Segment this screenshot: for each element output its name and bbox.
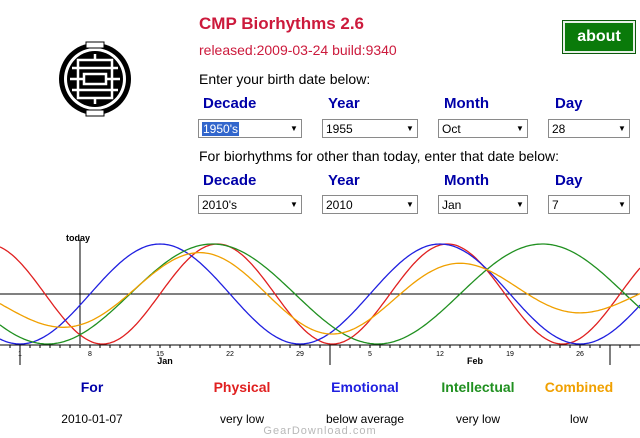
emotional-value: below average: [325, 412, 405, 426]
day-tick-label: 12: [436, 351, 444, 358]
day-tick-label: 29: [296, 351, 304, 358]
chevron-down-icon: ▼: [290, 200, 298, 209]
shou-symbol-icon: [59, 41, 131, 117]
about-button[interactable]: about: [563, 21, 635, 53]
day-tick-label: 26: [576, 351, 584, 358]
chevron-down-icon: ▼: [618, 124, 626, 133]
for-heading: For: [80, 379, 104, 395]
biorhythm-chart: today 18152229512192651219262916233JanFe…: [0, 233, 640, 366]
target-month-select[interactable]: Jan ▼: [438, 195, 528, 214]
birth-decade-label: Decade: [203, 95, 257, 112]
chevron-down-icon: ▼: [516, 200, 524, 209]
chevron-down-icon: ▼: [618, 200, 626, 209]
for-date-value: 2010-01-07: [61, 412, 123, 426]
today-label: today: [66, 233, 90, 243]
combined-heading: Combined: [544, 379, 614, 395]
watermark: GearDownload.com: [263, 425, 377, 437]
month-label: Jan: [157, 356, 173, 366]
intellectual-heading: Intellectual: [441, 379, 515, 395]
intellectual-value: very low: [455, 412, 500, 426]
day-tick-label: 5: [368, 351, 372, 358]
target-month-label: Month: [444, 172, 489, 189]
birth-year-select[interactable]: 1955 ▼: [322, 119, 418, 138]
chevron-down-icon: ▼: [406, 200, 414, 209]
target-prompt: For biorhythms for other than today, ent…: [199, 148, 560, 164]
app-logo: [56, 40, 134, 118]
physical-value: very low: [219, 412, 264, 426]
release-info: released:2009-03-24 build:9340: [199, 42, 397, 58]
emotional-heading: Emotional: [331, 379, 399, 395]
birth-day-label: Day: [555, 95, 583, 112]
series-line-emotional: [0, 243, 640, 345]
birth-decade-select[interactable]: 1950's ▼: [198, 119, 302, 138]
physical-heading: Physical: [213, 379, 271, 395]
combined-value: low: [569, 412, 588, 426]
birth-prompt: Enter your birth date below:: [199, 71, 371, 87]
target-decade-label: Decade: [203, 172, 257, 189]
birth-month-label: Month: [444, 95, 489, 112]
target-decade-select[interactable]: 2010's ▼: [198, 195, 302, 214]
month-label: Feb: [467, 356, 484, 366]
day-tick-label: 22: [226, 351, 234, 358]
target-year-select[interactable]: 2010 ▼: [322, 195, 418, 214]
target-year-label: Year: [328, 172, 360, 189]
chevron-down-icon: ▼: [290, 124, 298, 133]
series-line-physical: [0, 243, 640, 345]
birth-year-label: Year: [328, 95, 360, 112]
birth-day-select[interactable]: 28 ▼: [548, 119, 630, 138]
chevron-down-icon: ▼: [516, 124, 524, 133]
app-title: CMP Biorhythms 2.6: [199, 14, 365, 33]
day-tick-label: 19: [506, 351, 514, 358]
series-line-combined: [0, 251, 640, 335]
series-line-intellectual: [0, 243, 640, 345]
chevron-down-icon: ▼: [406, 124, 414, 133]
birth-month-select[interactable]: Oct ▼: [438, 119, 528, 138]
day-tick-label: 8: [88, 351, 92, 358]
target-day-label: Day: [555, 172, 583, 189]
target-day-select[interactable]: 7 ▼: [548, 195, 630, 214]
day-tick-label: 15: [156, 351, 164, 358]
